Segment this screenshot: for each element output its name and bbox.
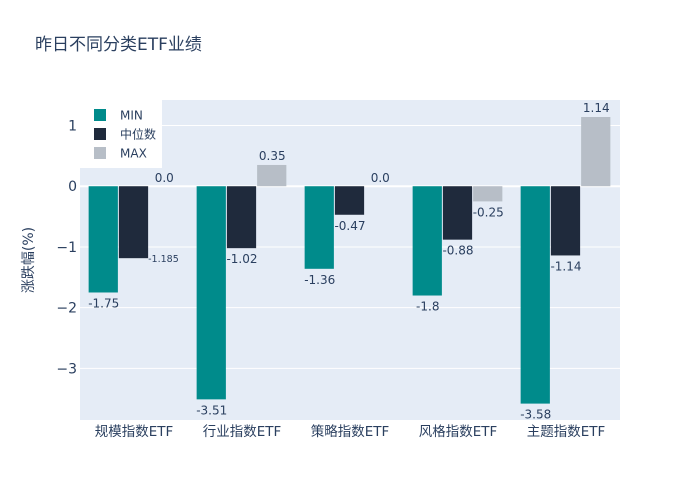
bar-中位数[interactable] <box>226 186 257 249</box>
x-tick-label: 主题指数ETF <box>527 424 606 440</box>
bar-中位数[interactable] <box>118 186 149 259</box>
data-label: 0.0 <box>371 171 390 185</box>
data-label: 0.0 <box>155 171 174 185</box>
data-label: -3.58 <box>520 408 551 422</box>
legend-background <box>80 100 162 168</box>
bar-MIN[interactable] <box>412 186 442 296</box>
legend-swatch[interactable] <box>94 128 106 140</box>
bar-MAX[interactable] <box>473 186 503 202</box>
bar-中位数[interactable] <box>442 186 473 240</box>
y-tick-label: −1 <box>56 240 77 256</box>
data-label: -0.47 <box>334 219 365 233</box>
y-tick-label: −3 <box>56 361 77 377</box>
bar-MAX[interactable] <box>581 117 611 187</box>
y-axis-label: 涨跌幅(%) <box>21 227 37 293</box>
x-tick-label: 规模指数ETF <box>95 424 174 440</box>
x-tick-label: 行业指数ETF <box>203 424 282 440</box>
data-label: 0.35 <box>259 149 286 163</box>
legend-label[interactable]: MAX <box>120 147 147 161</box>
data-label: -1.36 <box>304 273 335 287</box>
y-tick-label: 0 <box>68 179 77 195</box>
chart-title: 昨日不同分类ETF业绩 <box>35 35 202 55</box>
bar-MIN[interactable] <box>304 186 334 269</box>
bar-MAX[interactable] <box>257 164 287 187</box>
legend[interactable]: MIN 中位数 MAX <box>80 100 162 168</box>
bar-MIN[interactable] <box>88 186 118 293</box>
legend-label[interactable]: 中位数 <box>120 127 156 142</box>
bar-MIN[interactable] <box>520 186 550 404</box>
data-label: -1.14 <box>550 259 581 273</box>
data-label: -1.8 <box>416 300 439 314</box>
legend-swatch[interactable] <box>94 109 106 121</box>
y-axis-ticks: 1 0 −1 −2 −3 <box>56 119 77 378</box>
x-tick-label: 策略指数ETF <box>311 423 390 440</box>
data-labels: -1.75 -1.185 0.0 -3.51 -1.02 0.35 -1.36 -0.47 0.… <box>88 101 609 422</box>
legend-swatch[interactable] <box>94 147 106 159</box>
bar-中位数[interactable] <box>334 186 365 215</box>
x-axis-ticks: 规模指数ETF 行业指数ETF 策略指数ETF 风格指数ETF 主题指数ETF <box>95 423 606 440</box>
data-label: -0.25 <box>473 205 504 219</box>
data-label: -1.02 <box>226 252 257 266</box>
bar-MIN[interactable] <box>196 186 226 400</box>
x-tick-label: 风格指数ETF <box>419 424 498 440</box>
data-label: -0.88 <box>442 244 473 258</box>
y-tick-label: 1 <box>68 119 77 135</box>
bars <box>88 117 611 404</box>
bar-中位数[interactable] <box>550 186 581 256</box>
data-label: -1.75 <box>88 296 119 310</box>
data-label: -3.51 <box>196 403 227 417</box>
data-label: 1.14 <box>583 101 610 115</box>
y-tick-label: −2 <box>56 301 77 317</box>
data-label: -1.185 <box>148 254 179 265</box>
legend-label[interactable]: MIN <box>120 109 143 123</box>
